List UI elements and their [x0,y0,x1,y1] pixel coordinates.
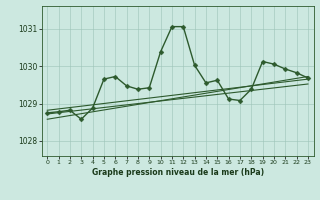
X-axis label: Graphe pression niveau de la mer (hPa): Graphe pression niveau de la mer (hPa) [92,168,264,177]
